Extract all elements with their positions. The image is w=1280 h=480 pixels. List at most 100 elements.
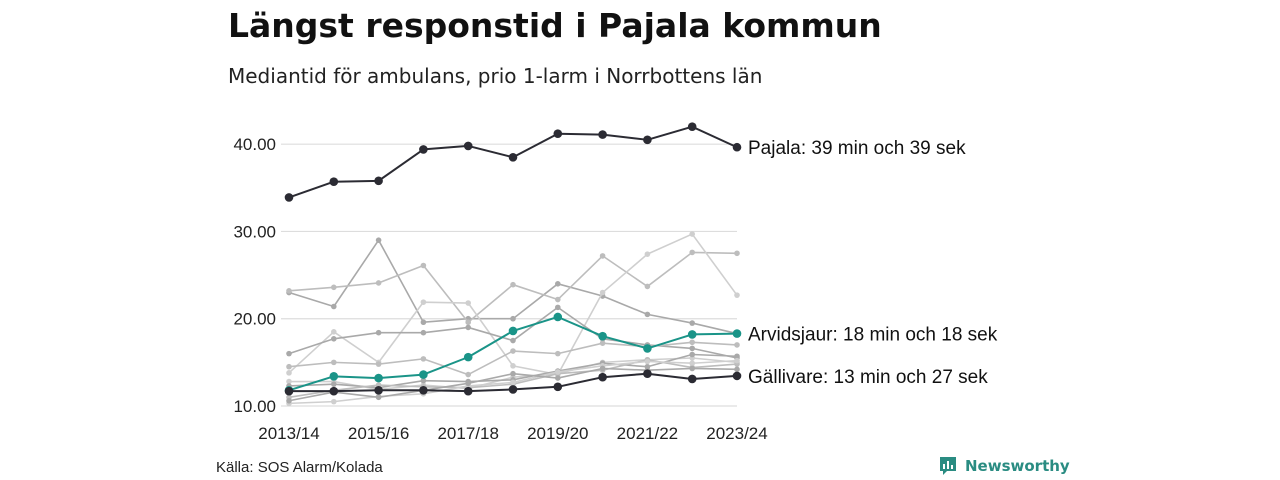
data-point	[734, 342, 740, 348]
data-point	[286, 363, 292, 370]
data-point	[644, 358, 651, 365]
data-point	[555, 375, 561, 381]
data-point	[374, 385, 383, 395]
y-tick-label: 30.00	[233, 222, 276, 241]
data-point	[689, 339, 695, 346]
data-point	[331, 336, 337, 342]
data-point	[734, 353, 740, 360]
data-point	[463, 141, 473, 151]
data-point	[510, 379, 516, 386]
data-point	[644, 251, 651, 257]
data-point	[329, 372, 339, 381]
data-point	[375, 280, 382, 286]
data-point	[555, 296, 561, 303]
data-point	[734, 366, 740, 373]
data-point	[687, 122, 697, 132]
data-point	[599, 365, 606, 372]
highlight-series-line	[284, 312, 742, 395]
data-point	[689, 320, 695, 326]
data-point	[555, 369, 561, 375]
data-point	[689, 360, 695, 367]
data-point	[553, 312, 563, 322]
data-point	[510, 315, 516, 322]
brand-logo: Newsworthy	[938, 456, 1070, 476]
data-point	[420, 356, 427, 362]
data-point	[331, 359, 337, 366]
series-end-label: Pajala: 39 min och 39 sek	[748, 138, 966, 159]
y-tick-label: 20.00	[233, 310, 276, 329]
data-point	[643, 369, 652, 379]
highlight-series-line	[284, 369, 742, 396]
data-point	[598, 331, 607, 341]
data-point	[331, 381, 337, 387]
highlighted-series	[284, 122, 742, 396]
data-point	[374, 373, 383, 383]
data-point	[687, 374, 697, 384]
data-point	[375, 237, 382, 243]
brand-name: Newsworthy	[965, 457, 1070, 475]
background-series-line	[286, 249, 740, 326]
data-point	[689, 365, 695, 372]
data-point	[510, 281, 516, 288]
data-point	[689, 345, 695, 352]
source-note: Källa: SOS Alarm/Kolada	[216, 459, 383, 476]
data-point	[419, 370, 428, 379]
data-point	[465, 371, 472, 378]
highlight-series-line	[284, 122, 742, 202]
data-point	[331, 303, 337, 310]
data-point	[420, 299, 427, 305]
y-tick-label: 10.00	[233, 397, 276, 416]
data-point	[284, 386, 294, 396]
x-tick-label: 2017/18	[437, 424, 498, 443]
x-tick-label: 2021/22	[617, 424, 678, 443]
data-point	[598, 372, 607, 382]
data-point	[375, 329, 382, 336]
data-point	[463, 386, 473, 396]
chart-title: Längst responstid i Pajala kommun	[228, 6, 882, 45]
data-point	[284, 193, 294, 202]
data-point	[465, 324, 472, 331]
data-point	[644, 283, 651, 290]
data-point	[510, 370, 516, 377]
data-point	[419, 385, 428, 395]
data-point	[734, 292, 740, 298]
data-point	[555, 350, 561, 357]
data-point	[286, 378, 292, 385]
data-point	[463, 352, 473, 362]
data-point	[510, 348, 516, 354]
data-point	[508, 326, 518, 336]
data-point	[510, 337, 516, 344]
data-point	[420, 329, 427, 336]
x-tick-label: 2019/20	[527, 424, 588, 443]
data-point	[374, 176, 383, 186]
data-point	[689, 231, 695, 237]
data-point	[732, 329, 742, 338]
data-point	[598, 130, 607, 139]
x-tick-label: 2013/14	[258, 424, 319, 443]
data-point	[420, 262, 427, 269]
data-point	[555, 281, 561, 287]
data-point	[689, 351, 695, 358]
data-point	[375, 361, 382, 367]
data-point	[420, 377, 427, 384]
data-point	[465, 380, 472, 387]
x-tick-label: 2015/16	[348, 424, 409, 443]
y-tick-label: 40.00	[233, 135, 276, 154]
data-point	[419, 145, 428, 154]
data-point	[329, 386, 339, 396]
data-point	[553, 129, 563, 139]
grid-layer	[281, 143, 737, 407]
data-point	[599, 340, 606, 346]
data-point	[286, 397, 292, 404]
end-labels: Pajala: 39 min och 39 sek Arvidsjaur: 18 …	[748, 138, 998, 388]
data-point	[465, 300, 472, 306]
chart-subtitle: Mediantid för ambulans, prio 1-larm i No…	[228, 64, 763, 88]
series-line	[288, 125, 738, 199]
data-point	[555, 304, 561, 311]
data-point	[508, 385, 518, 394]
line-chart: 10.00 20.00 30.00 40.00 2013/14 2015/16 2017/1…	[233, 122, 998, 443]
data-point	[732, 371, 742, 381]
data-point	[689, 249, 695, 256]
data-point	[599, 289, 606, 296]
data-point	[286, 370, 292, 376]
